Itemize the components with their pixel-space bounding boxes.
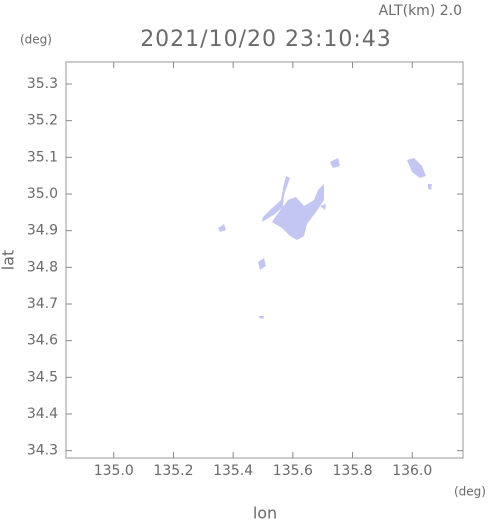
y-axis-label: lat — [0, 250, 18, 271]
y-tick-label: 34.6 — [27, 333, 58, 349]
y-tick-label: 35.0 — [27, 186, 58, 202]
echo-area — [218, 158, 432, 319]
y-tick-label: 35.1 — [27, 149, 58, 165]
y-tick-label: 34.5 — [27, 369, 58, 385]
x-tick-label: 135.8 — [333, 463, 373, 479]
y-tick-label: 34.7 — [27, 296, 58, 312]
y-tick-label: 34.8 — [27, 259, 58, 275]
x-tick-label: 135.6 — [273, 463, 313, 479]
x-unit: (deg) — [454, 485, 486, 499]
y-tick-label: 35.3 — [27, 76, 58, 92]
x-tick-label: 135.4 — [213, 463, 253, 479]
x-tick-label: 136.0 — [392, 463, 432, 479]
y-unit: (deg) — [20, 33, 52, 47]
y-tick-label: 34.9 — [27, 223, 58, 239]
x-tick-label: 135.0 — [94, 463, 134, 479]
annotation: ALT(km) 2.0 — [379, 3, 462, 19]
y-tick-label: 34.4 — [27, 406, 58, 422]
chart-title: 2021/10/20 23:10:43 — [140, 27, 392, 52]
y-tick-label: 34.3 — [27, 443, 58, 459]
x-tick-label: 135.2 — [153, 463, 193, 479]
x-axis-label: lon — [253, 504, 277, 521]
plot-frame — [65, 61, 464, 459]
y-tick-label: 35.2 — [27, 113, 58, 129]
